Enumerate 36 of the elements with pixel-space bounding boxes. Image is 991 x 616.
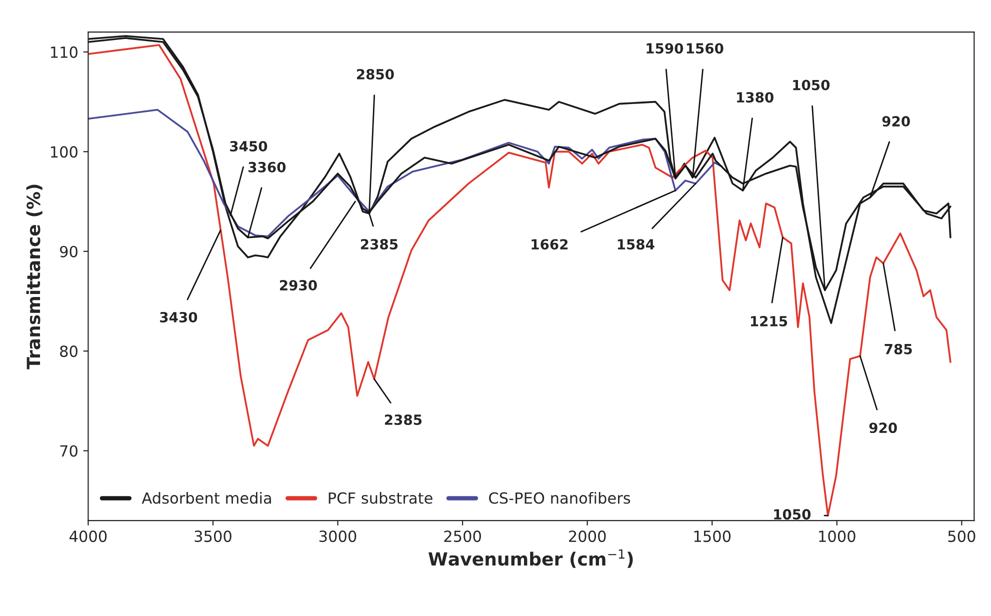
annotation: 3450	[230, 140, 268, 152]
annotation: 1584	[618, 239, 654, 250]
annotation: 920	[869, 422, 897, 434]
annotation: 2930	[280, 280, 317, 291]
x-tick-label: 2500	[444, 530, 481, 542]
annotation: 1050	[793, 80, 830, 90]
x-tick-label: 3000	[319, 530, 356, 542]
annotation: 1590	[646, 43, 684, 54]
y-tick-label: 110	[50, 46, 78, 58]
annotation: 1662	[532, 239, 568, 250]
x-axis-title: Wavenumber (cm$^{−1}$)	[428, 549, 633, 568]
y-tick-label: 70	[60, 445, 78, 457]
x-tick-label: 500	[948, 530, 976, 542]
y-tick-label: 100	[50, 146, 78, 158]
annotation: 1380	[737, 92, 774, 103]
annotation: 3430	[160, 312, 198, 322]
x-tick-label: 4000	[70, 530, 107, 542]
annotation: 2850	[356, 69, 394, 80]
annotation: 1050	[774, 509, 811, 520]
x-tick-label: 1500	[694, 530, 731, 542]
annotation: 785	[884, 344, 912, 354]
annotation: 2385	[384, 414, 422, 425]
annotation: 3360	[248, 162, 286, 172]
legend-label: CS-PEO nanofibers	[489, 492, 630, 504]
y-axis-title: Transmittance (%)	[26, 184, 42, 370]
annotation: 2385	[360, 238, 398, 250]
x-tick-label: 3500	[194, 530, 232, 542]
legend-label: PCF substrate	[328, 492, 432, 504]
y-tick-label: 90	[60, 246, 78, 258]
legend-label: Adsorbent media	[142, 492, 271, 504]
annotation: 1215	[750, 316, 788, 326]
y-tick-label: 80	[60, 346, 78, 358]
annotation: 920	[882, 116, 910, 127]
x-tick-label: 2000	[569, 530, 606, 542]
annotation: 1560	[686, 43, 724, 54]
x-tick-label: 1000	[819, 530, 856, 542]
